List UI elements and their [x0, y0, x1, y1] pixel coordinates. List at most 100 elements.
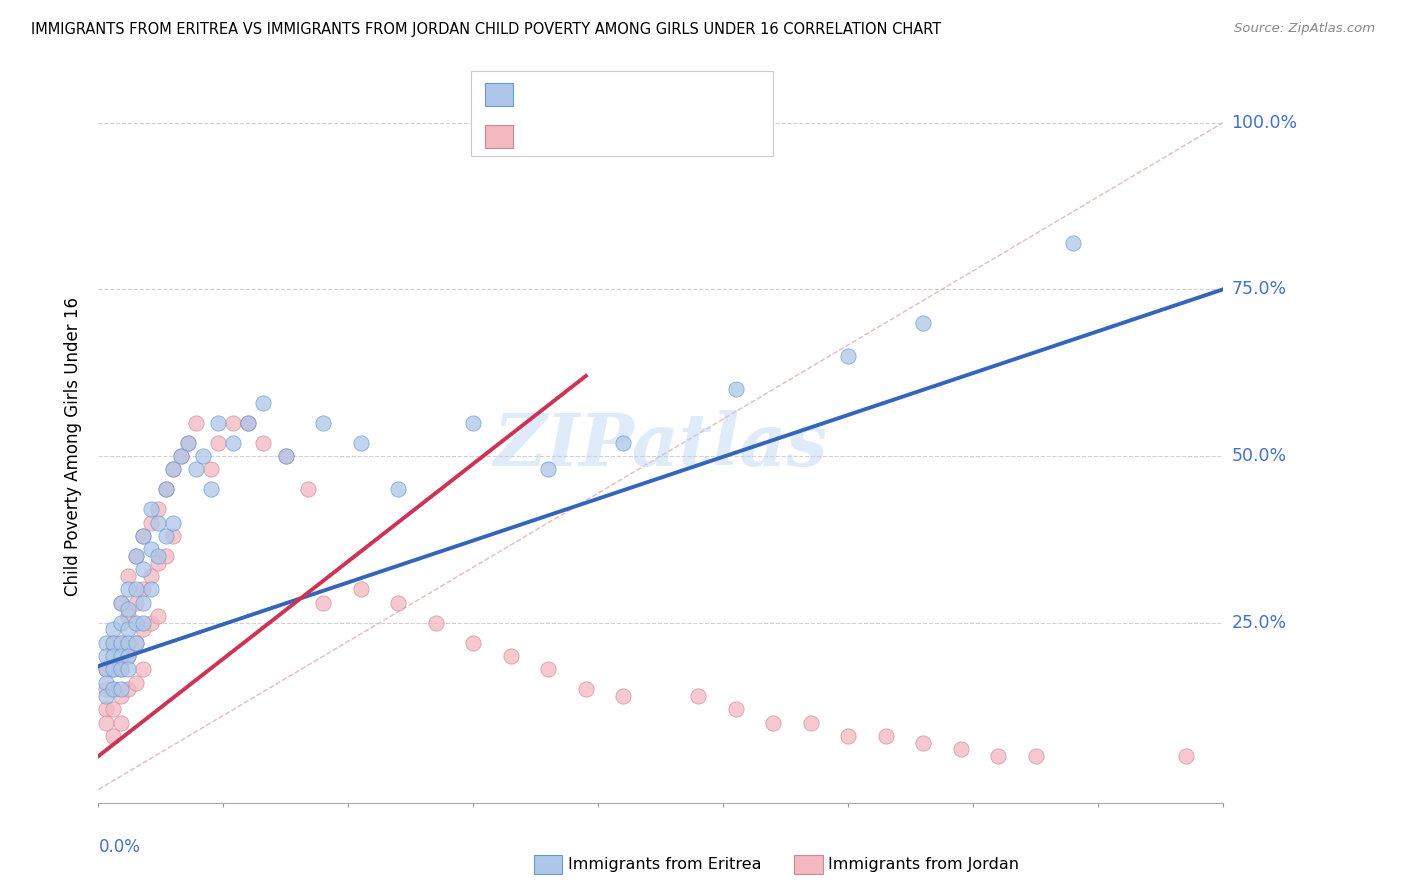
Point	[912, 316, 935, 330]
Point	[312, 596, 335, 610]
Point	[1062, 235, 1084, 250]
Point	[238, 416, 260, 430]
Point	[117, 602, 139, 616]
Point	[875, 729, 897, 743]
Text: 25.0%: 25.0%	[1232, 614, 1286, 632]
Point	[139, 516, 162, 530]
Point	[94, 675, 117, 690]
Point	[207, 435, 229, 450]
Point	[193, 449, 215, 463]
Point	[117, 623, 139, 637]
Point	[132, 662, 155, 676]
Point	[132, 529, 155, 543]
Point	[463, 416, 485, 430]
Point	[499, 649, 522, 664]
Point	[139, 615, 162, 630]
Point	[155, 483, 177, 497]
Point	[724, 702, 747, 716]
Point	[94, 702, 117, 716]
Point	[148, 609, 170, 624]
Point	[155, 483, 177, 497]
Point	[200, 483, 222, 497]
Point	[575, 682, 598, 697]
Point	[132, 615, 155, 630]
Point	[125, 596, 148, 610]
Point	[200, 462, 222, 476]
Text: Source: ZipAtlas.com: Source: ZipAtlas.com	[1234, 22, 1375, 36]
Point	[103, 682, 125, 697]
Point	[110, 682, 132, 697]
Point	[350, 435, 373, 450]
Point	[117, 649, 139, 664]
Point	[125, 636, 148, 650]
Point	[117, 609, 139, 624]
Point	[110, 649, 132, 664]
Point	[125, 549, 148, 563]
Point	[162, 462, 184, 476]
Point	[132, 582, 155, 597]
Point	[837, 729, 859, 743]
Point	[110, 636, 132, 650]
Text: IMMIGRANTS FROM ERITREA VS IMMIGRANTS FROM JORDAN CHILD POVERTY AMONG GIRLS UNDE: IMMIGRANTS FROM ERITREA VS IMMIGRANTS FR…	[31, 22, 941, 37]
Point	[252, 435, 274, 450]
Point	[94, 682, 117, 697]
Text: Immigrants from Eritrea: Immigrants from Eritrea	[568, 857, 762, 871]
Point	[274, 449, 297, 463]
Point	[110, 615, 132, 630]
Point	[724, 382, 747, 396]
Point	[117, 569, 139, 583]
Point	[94, 689, 117, 703]
Point	[103, 702, 125, 716]
Point	[139, 502, 162, 516]
Point	[162, 462, 184, 476]
Point	[132, 623, 155, 637]
Point	[1025, 749, 1047, 764]
Point	[155, 549, 177, 563]
Text: 100.0%: 100.0%	[1232, 113, 1298, 131]
Point	[125, 582, 148, 597]
Point	[125, 615, 148, 630]
Point	[312, 416, 335, 430]
Point	[110, 662, 132, 676]
Point	[110, 636, 132, 650]
Text: ZIPatlas: ZIPatlas	[494, 410, 828, 482]
Point	[139, 569, 162, 583]
Point	[184, 462, 207, 476]
Point	[103, 636, 125, 650]
Point	[148, 549, 170, 563]
Point	[463, 636, 485, 650]
Point	[222, 416, 245, 430]
Point	[103, 623, 125, 637]
Point	[162, 516, 184, 530]
Point	[110, 596, 132, 610]
Point	[912, 736, 935, 750]
Point	[110, 715, 132, 730]
Point	[155, 529, 177, 543]
Point	[537, 662, 560, 676]
Text: R =  0.657   N = 66: R = 0.657 N = 66	[522, 128, 683, 145]
Text: Immigrants from Jordan: Immigrants from Jordan	[828, 857, 1019, 871]
Text: R =  0.504   N = 59: R = 0.504 N = 59	[522, 86, 683, 103]
Point	[132, 596, 155, 610]
Point	[297, 483, 319, 497]
Point	[110, 596, 132, 610]
Point	[837, 349, 859, 363]
Point	[103, 729, 125, 743]
Text: 75.0%: 75.0%	[1232, 280, 1286, 298]
Point	[184, 416, 207, 430]
Point	[162, 529, 184, 543]
Point	[537, 462, 560, 476]
Point	[800, 715, 823, 730]
Point	[103, 636, 125, 650]
Point	[148, 502, 170, 516]
Point	[103, 649, 125, 664]
Point	[94, 636, 117, 650]
Text: 50.0%: 50.0%	[1232, 447, 1286, 465]
Point	[350, 582, 373, 597]
Point	[103, 662, 125, 676]
Point	[1174, 749, 1197, 764]
Point	[170, 449, 193, 463]
Point	[238, 416, 260, 430]
Point	[94, 662, 117, 676]
Point	[177, 435, 200, 450]
